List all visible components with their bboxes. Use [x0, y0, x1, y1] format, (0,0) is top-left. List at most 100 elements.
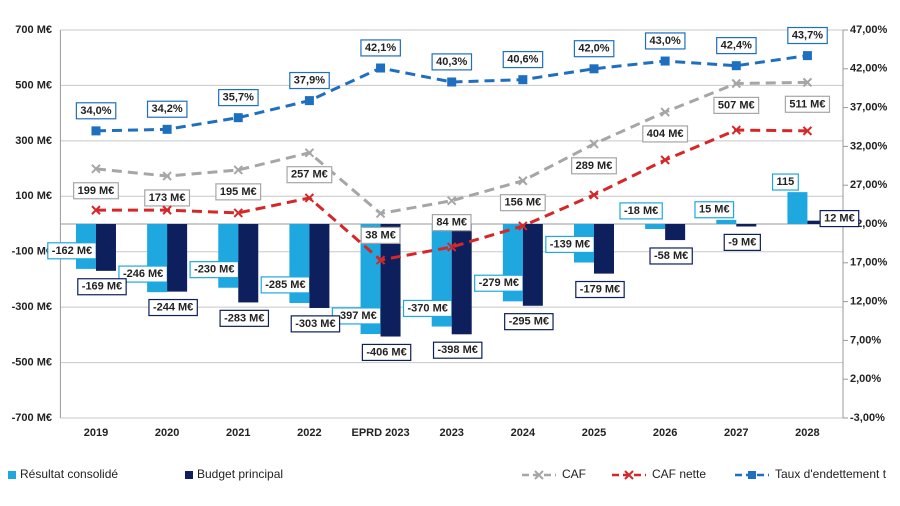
- data-label: 511 M€: [789, 98, 825, 110]
- marker: [91, 205, 101, 215]
- data-label: 40,6%: [507, 54, 538, 66]
- data-label: 84 M€: [436, 217, 467, 229]
- marker: [446, 196, 457, 206]
- data-label-group: -179 M€: [575, 280, 625, 299]
- data-label-group: 40,6%: [502, 50, 544, 69]
- data-label: 42,0%: [578, 43, 609, 55]
- y2-tick-label: 17,00%: [850, 257, 888, 269]
- marker: [518, 75, 528, 85]
- data-label: -279 M€: [479, 277, 519, 289]
- data-label-box: [290, 315, 341, 333]
- data-label-group: 404 M€: [642, 125, 689, 143]
- y2-tick-label: 27,00%: [850, 179, 888, 191]
- marker: [233, 113, 243, 123]
- x-tick-label: 2023: [439, 427, 463, 439]
- marker: [375, 208, 386, 219]
- data-label: 42,4%: [721, 40, 752, 52]
- data-label-group: 289 M€: [571, 157, 617, 175]
- marker: [233, 165, 243, 175]
- data-label: -139 M€: [550, 238, 590, 250]
- marker: [660, 107, 670, 117]
- data-label-group: -139 M€: [545, 235, 595, 254]
- data-label-group: 199 M€: [73, 182, 119, 200]
- data-label-box: [571, 157, 617, 175]
- line: [95, 80, 808, 216]
- data-label: 34,0%: [80, 105, 111, 117]
- data-label-box: [289, 71, 330, 90]
- bar: [238, 224, 259, 303]
- x-tick-label: 2022: [297, 427, 321, 439]
- data-label: -285 M€: [265, 279, 305, 291]
- marker: [162, 205, 172, 215]
- data-label: -9 M€: [728, 236, 756, 248]
- x-tick-label: 2025: [582, 427, 606, 439]
- data-label-group: -246 M€: [118, 265, 168, 283]
- data-label-box: [361, 343, 412, 362]
- legend-marker: [748, 471, 756, 479]
- data-label: -370 M€: [408, 302, 448, 314]
- data-label: 37,9%: [294, 75, 325, 87]
- data-label: 40,3%: [436, 56, 467, 68]
- data-label-box: [644, 32, 686, 50]
- data-label-box: [819, 209, 860, 228]
- data-label-box: [77, 278, 127, 296]
- legend-label: CAF nette: [652, 467, 706, 481]
- marker: [589, 190, 599, 200]
- data-label: -303 M€: [295, 318, 335, 330]
- data-label: 15 M€: [699, 204, 730, 216]
- data-label-group: 35,7%: [218, 88, 259, 107]
- y-tick-label: 500 M€: [15, 79, 52, 91]
- data-label-group: 195 M€: [215, 183, 262, 201]
- bar: [360, 224, 381, 335]
- y2-tick-label: 12,00%: [850, 296, 888, 308]
- data-label-box: [432, 341, 483, 359]
- data-label-group: 511 M€: [784, 95, 831, 113]
- y2-tick-label: 47,00%: [850, 24, 888, 36]
- marker: [518, 221, 528, 231]
- y-tick-label: 100 M€: [15, 190, 52, 202]
- data-label: -244 M€: [153, 302, 193, 314]
- data-label: 12 M€: [824, 213, 855, 225]
- data-label-group: 34,0%: [75, 102, 117, 120]
- data-label: 404 M€: [647, 128, 684, 140]
- data-label-box: [360, 39, 401, 57]
- data-label: -58 M€: [654, 250, 688, 262]
- bar: [451, 224, 472, 335]
- data-label: -283 M€: [224, 312, 264, 324]
- data-label: -162 M€: [52, 245, 92, 257]
- data-label: 42,1%: [365, 42, 396, 54]
- marker: [91, 126, 101, 136]
- bar: [645, 224, 666, 229]
- line: [95, 128, 808, 262]
- legend-label: CAF: [562, 467, 586, 481]
- marker: [375, 255, 386, 265]
- data-label-box: [642, 125, 689, 143]
- data-label-group: -303 M€: [290, 315, 341, 333]
- y-tick-label: -500 M€: [12, 356, 52, 368]
- bar: [665, 224, 686, 241]
- data-label-box: [723, 233, 761, 252]
- y2-tick-label: 42,00%: [850, 63, 888, 75]
- data-label-box: [787, 26, 828, 45]
- data-label-box: [716, 37, 757, 55]
- data-label-box: [215, 183, 262, 201]
- marker: [447, 77, 457, 87]
- data-label: 156 M€: [504, 197, 541, 209]
- data-label-box: [649, 247, 693, 265]
- data-label: 257 M€: [291, 169, 328, 181]
- marker: [589, 64, 599, 74]
- data-label-group: 42,0%: [573, 40, 615, 58]
- x-tick-label: 2024: [511, 427, 536, 439]
- data-label-box: [144, 189, 191, 207]
- bar: [95, 224, 116, 271]
- data-label-group: 156 M€: [499, 194, 546, 212]
- legend-swatch: [8, 471, 16, 479]
- y2-tick-label: 37,00%: [850, 102, 888, 114]
- data-label-box: [360, 226, 401, 244]
- data-label-box: [713, 96, 760, 114]
- marker: [802, 51, 812, 61]
- x-tick-label: 2028: [795, 427, 819, 439]
- bar: [593, 224, 614, 274]
- data-label-box: [431, 53, 473, 71]
